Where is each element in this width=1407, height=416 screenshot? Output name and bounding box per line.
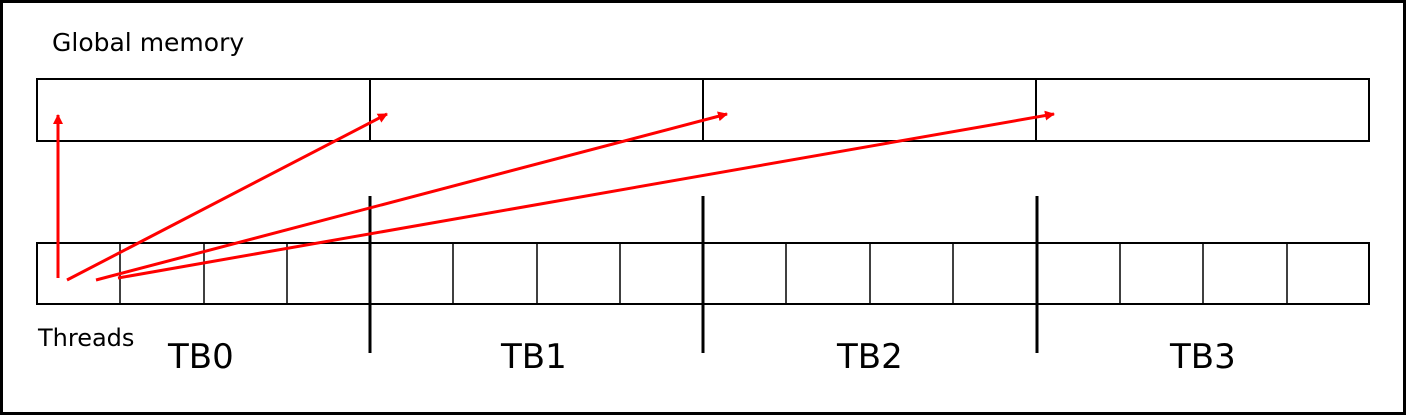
access-arrow-tb3 bbox=[117, 110, 1055, 280]
thread-block-separators bbox=[368, 196, 1039, 353]
global-memory-label: Global memory bbox=[52, 28, 245, 57]
threads-bar bbox=[36, 242, 1370, 305]
thread-block-label-tb0: TB0 bbox=[168, 337, 234, 377]
threads-label: Threads bbox=[38, 324, 135, 352]
access-arrow-tb1 bbox=[66, 112, 388, 282]
global-memory-bar bbox=[36, 78, 1370, 142]
access-arrow-tb2 bbox=[95, 111, 728, 282]
threads-outline bbox=[36, 242, 1370, 305]
access-arrows bbox=[53, 110, 1055, 282]
thread-block-label-tb1: TB1 bbox=[501, 337, 567, 377]
thread-block-label-tb3: TB3 bbox=[1170, 337, 1236, 377]
thread-block-label-tb2: TB2 bbox=[837, 337, 903, 377]
